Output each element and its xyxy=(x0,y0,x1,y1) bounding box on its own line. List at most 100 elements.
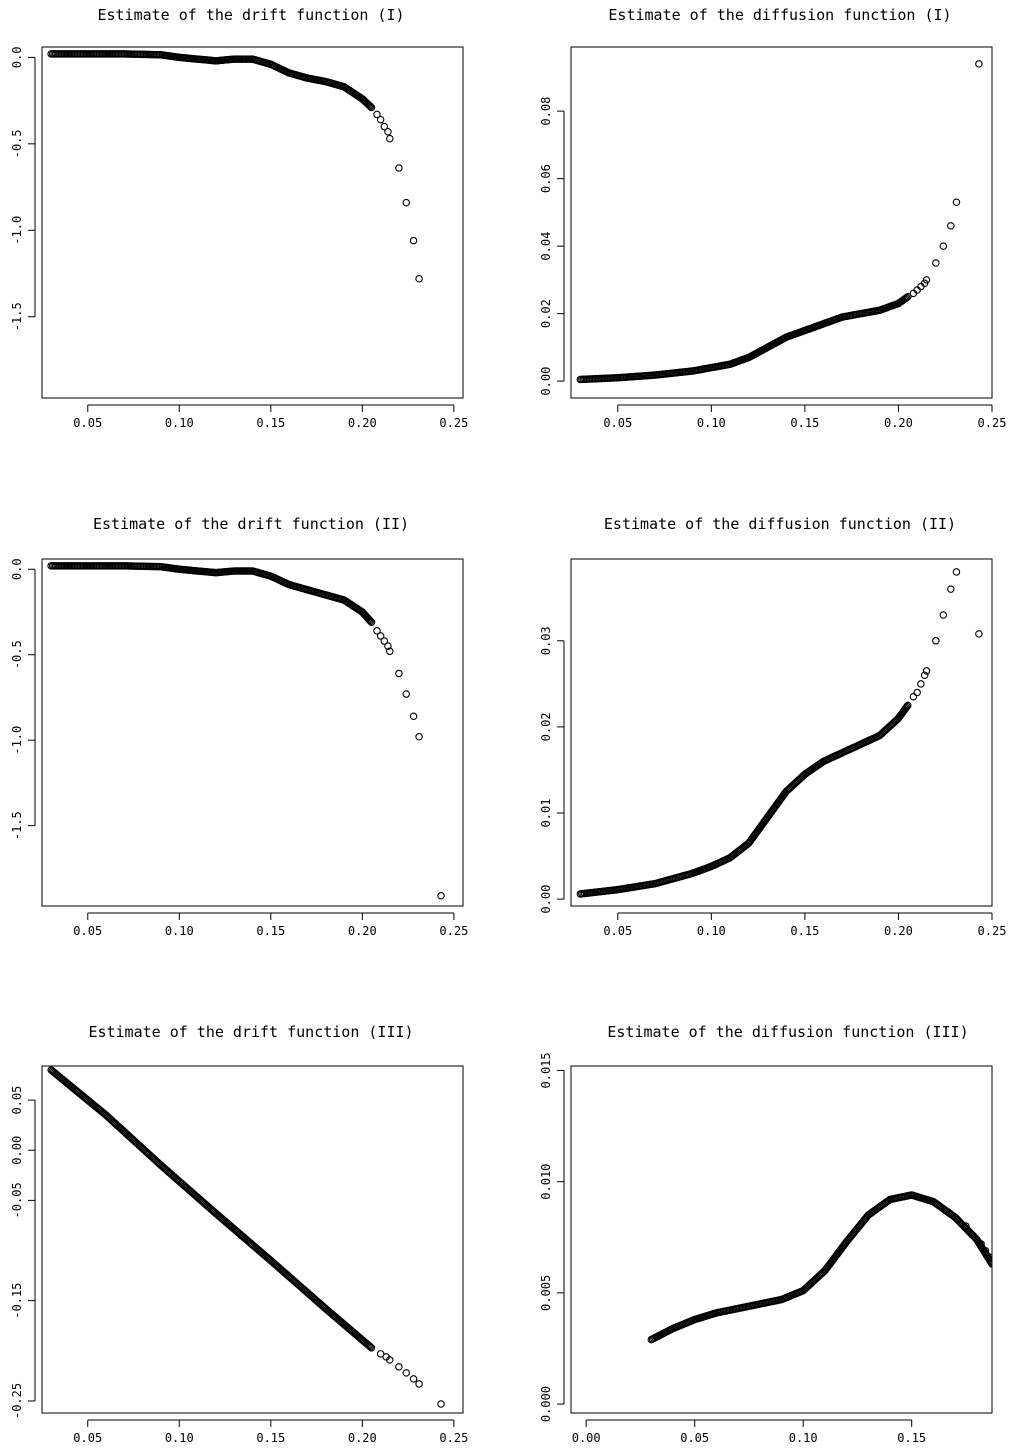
data-point xyxy=(986,1257,992,1266)
data-point xyxy=(409,236,418,245)
data-series xyxy=(576,568,983,898)
data-point xyxy=(903,702,911,711)
y-tick-label: 0.010 xyxy=(539,1164,553,1200)
data-point xyxy=(986,1253,992,1262)
y-tick-label: 0.02 xyxy=(539,712,553,741)
y-tick-label: 0.06 xyxy=(539,164,553,193)
plot-frame xyxy=(41,1065,464,1414)
data-point xyxy=(402,690,411,698)
data-point xyxy=(952,568,961,576)
chart-title: Estimate of the diffusion function (I) xyxy=(608,6,951,24)
y-tick-label: 0.03 xyxy=(539,626,553,655)
x-tick-label: 0.10 xyxy=(165,416,194,430)
data-series xyxy=(47,50,423,283)
x-tick-label: 0.10 xyxy=(165,1431,194,1445)
data-point xyxy=(932,259,940,267)
data-point xyxy=(367,1344,376,1352)
data-point xyxy=(365,616,374,624)
data-series xyxy=(47,562,445,900)
data-point xyxy=(922,276,931,284)
y-tick-label: 0.00 xyxy=(539,367,553,396)
chart-panel-2: Estimate of the diffusion function (I) 0.… xyxy=(539,6,1006,430)
chart-title: Estimate of the drift function (I) xyxy=(97,6,404,24)
data-point xyxy=(922,667,931,675)
data-point xyxy=(402,198,411,207)
chart-panel-3: Estimate of the drift function (II) 0.05 0… xyxy=(10,515,468,938)
x-tick-label: 0.25 xyxy=(439,1431,468,1445)
data-point xyxy=(395,669,403,678)
y-tick-label: -1.0 xyxy=(10,216,24,245)
data-point xyxy=(920,671,929,679)
x-tick-label: 0.15 xyxy=(256,924,285,938)
data-point xyxy=(386,134,394,143)
chart-panel-6: Estimate of the diffusion function (III)… xyxy=(539,1023,993,1445)
data-point xyxy=(386,1356,394,1364)
x-tick-label: 0.20 xyxy=(884,924,913,938)
plot-frame xyxy=(570,558,993,907)
x-tick-label: 0.05 xyxy=(603,416,632,430)
x-tick-label: 0.15 xyxy=(256,416,285,430)
data-point xyxy=(939,242,948,250)
data-point xyxy=(437,1400,445,1408)
data-point xyxy=(981,1246,990,1255)
data-point xyxy=(376,1350,385,1358)
chart-title: Estimate of the drift function (III) xyxy=(88,1023,413,1041)
data-point xyxy=(947,585,955,593)
data-point xyxy=(415,274,423,283)
data-point xyxy=(366,1343,375,1351)
data-series xyxy=(647,1191,992,1344)
data-point xyxy=(415,733,423,741)
y-tick-label: 0.02 xyxy=(539,299,553,328)
chart-panel-5: Estimate of the drift function (III) 0.05… xyxy=(10,1023,468,1445)
data-point xyxy=(373,627,381,635)
x-tick-label: 0.15 xyxy=(790,924,819,938)
data-point xyxy=(952,198,961,207)
data-point xyxy=(953,1215,962,1224)
y-tick-label: -1.5 xyxy=(10,302,24,331)
data-point xyxy=(939,611,948,619)
x-tick-label: 0.10 xyxy=(697,924,726,938)
chart-panel-1: Estimate of the drift function (I) 0.05 0.… xyxy=(10,6,468,430)
data-point xyxy=(988,1260,992,1268)
x-tick-label: 0.25 xyxy=(978,416,1007,430)
data-point xyxy=(987,1258,992,1267)
data-point xyxy=(904,701,912,710)
data-point xyxy=(409,712,418,721)
data-point xyxy=(395,1363,403,1371)
y-tick-label: -0.5 xyxy=(10,129,24,158)
y-tick-label: -0.15 xyxy=(10,1283,24,1319)
data-point xyxy=(380,122,389,131)
data-point xyxy=(932,637,940,645)
plot-frame xyxy=(41,558,464,907)
y-tick-label: 0.005 xyxy=(539,1275,553,1311)
x-tick-label: 0.10 xyxy=(697,416,726,430)
data-point xyxy=(376,115,385,124)
data-point xyxy=(376,632,385,640)
data-point xyxy=(985,1256,992,1265)
x-tick-label: 0.00 xyxy=(572,1431,601,1445)
data-point xyxy=(366,102,375,111)
data-point xyxy=(913,688,921,697)
x-tick-label: 0.15 xyxy=(897,1431,926,1445)
y-tick-label: -0.5 xyxy=(10,640,24,669)
x-tick-label: 0.15 xyxy=(256,1431,285,1445)
x-tick-label: 0.05 xyxy=(680,1431,709,1445)
y-tick-label: 0.0 xyxy=(10,558,24,580)
y-tick-label: 0.00 xyxy=(10,1136,24,1165)
data-point xyxy=(909,693,918,701)
chart-panel-4: Estimate of the diffusion function (II) 0… xyxy=(539,515,1006,938)
chart-title: Estimate of the diffusion function (II) xyxy=(604,515,956,533)
data-point xyxy=(409,1375,418,1383)
x-tick-label: 0.25 xyxy=(439,416,468,430)
data-point xyxy=(373,110,381,119)
data-point xyxy=(904,292,912,301)
y-tick-label: 0.000 xyxy=(539,1386,553,1422)
data-point xyxy=(962,1222,970,1230)
data-series xyxy=(576,60,983,384)
data-point xyxy=(437,891,445,900)
y-tick-label: -1.0 xyxy=(10,726,24,755)
x-tick-label: 0.05 xyxy=(73,416,102,430)
chart-title: Estimate of the diffusion function (III) xyxy=(607,1023,968,1041)
data-series xyxy=(47,1066,445,1408)
data-point xyxy=(380,637,389,645)
